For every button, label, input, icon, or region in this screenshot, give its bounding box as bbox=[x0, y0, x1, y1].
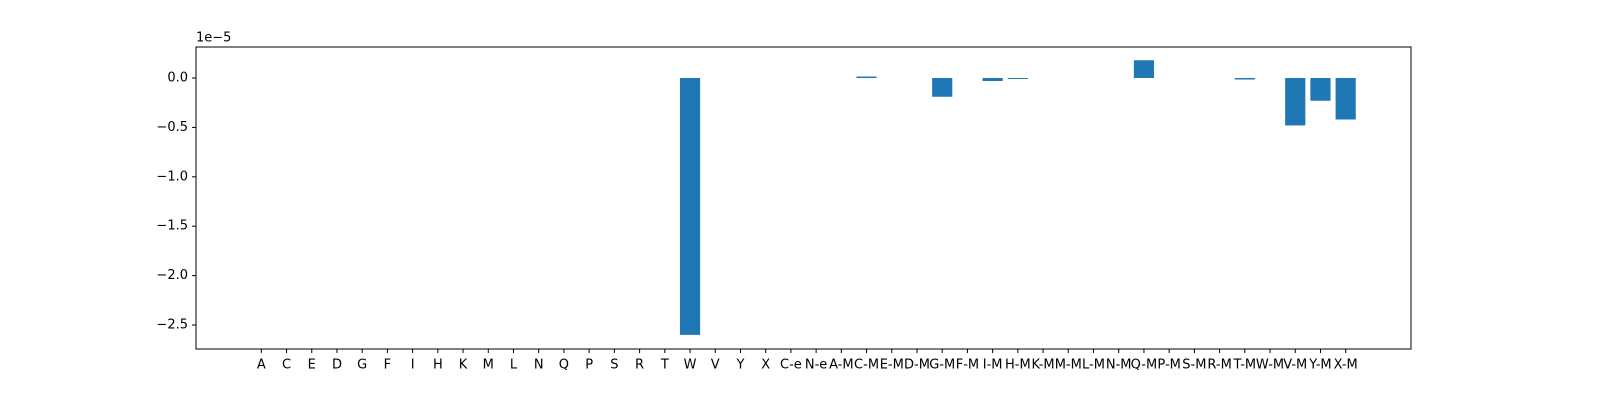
bar bbox=[1234, 78, 1255, 80]
x-tick-label: N-e bbox=[805, 358, 827, 373]
y-tick-label: −1.5 bbox=[156, 219, 188, 234]
y-tick-label: −2.5 bbox=[156, 317, 188, 332]
x-tick-label: Y-M bbox=[1308, 358, 1331, 373]
bar bbox=[1133, 60, 1155, 79]
x-tick-label: C-M bbox=[854, 358, 879, 373]
x-tick-label: R-M bbox=[1207, 358, 1231, 373]
x-tick-label: N bbox=[534, 358, 544, 373]
x-tick-label: X-M bbox=[1334, 358, 1358, 373]
x-tick-label: F-M bbox=[956, 358, 979, 373]
x-tick-label: C bbox=[282, 358, 291, 373]
x-tick-label: F bbox=[384, 358, 391, 373]
offset-text: 1e−5 bbox=[196, 31, 231, 46]
x-tick-label: T-M bbox=[1232, 358, 1256, 373]
x-tick-label: V bbox=[711, 358, 720, 373]
x-tick-label: L-M bbox=[1082, 358, 1105, 373]
bar bbox=[856, 76, 877, 79]
x-tick-label: Q bbox=[559, 358, 569, 373]
x-tick-label: G-M bbox=[929, 358, 955, 373]
x-tick-label: R bbox=[635, 358, 644, 373]
plot-frame bbox=[195, 46, 1412, 350]
y-tick-label: −1.0 bbox=[156, 169, 188, 184]
x-tick-label: S-M bbox=[1182, 358, 1206, 373]
x-tick-label: E bbox=[308, 358, 316, 373]
bar bbox=[1310, 78, 1331, 101]
x-tick-label: Y bbox=[735, 358, 744, 373]
x-tick-label: V-M bbox=[1283, 358, 1307, 373]
x-tick-label: T bbox=[660, 358, 669, 373]
x-tick-label: A bbox=[257, 358, 266, 373]
x-tick-label: X bbox=[761, 358, 770, 373]
x-tick-label: P-M bbox=[1157, 358, 1180, 373]
x-tick-label: W bbox=[684, 358, 697, 373]
x-tick-label: E-M bbox=[880, 358, 904, 373]
x-tick-label: C-e bbox=[780, 358, 802, 373]
x-tick-label: H bbox=[433, 358, 443, 373]
x-tick-label: L bbox=[510, 358, 518, 373]
bar bbox=[679, 78, 701, 335]
x-tick-label: I bbox=[411, 358, 415, 373]
x-tick-label: A-M bbox=[829, 358, 854, 373]
bar bbox=[1007, 78, 1028, 80]
x-tick-label: G bbox=[357, 358, 367, 373]
x-tick-label: P bbox=[585, 358, 593, 373]
x-tick-label: W-M bbox=[1256, 358, 1284, 373]
x-tick-label: M bbox=[483, 358, 494, 373]
x-tick-label: M-M bbox=[1055, 358, 1082, 373]
x-tick-label: I-M bbox=[983, 358, 1003, 373]
x-tick-label: K bbox=[459, 358, 468, 373]
bar bbox=[1335, 78, 1356, 120]
bar bbox=[982, 78, 1003, 81]
y-tick-label: 0.0 bbox=[167, 71, 188, 86]
bar bbox=[1285, 78, 1306, 126]
x-tick-label: K-M bbox=[1032, 358, 1055, 373]
x-tick-label: H-M bbox=[1005, 358, 1031, 373]
x-tick-label: S bbox=[610, 358, 618, 373]
y-tick-label: −2.0 bbox=[156, 268, 188, 283]
x-tick-label: D bbox=[332, 358, 342, 373]
x-tick-label: D-M bbox=[904, 358, 930, 373]
x-tick-label: N-M bbox=[1106, 358, 1132, 373]
y-tick-label: −0.5 bbox=[156, 120, 188, 135]
x-tick-label: Q-M bbox=[1131, 358, 1158, 373]
bar bbox=[932, 78, 953, 97]
